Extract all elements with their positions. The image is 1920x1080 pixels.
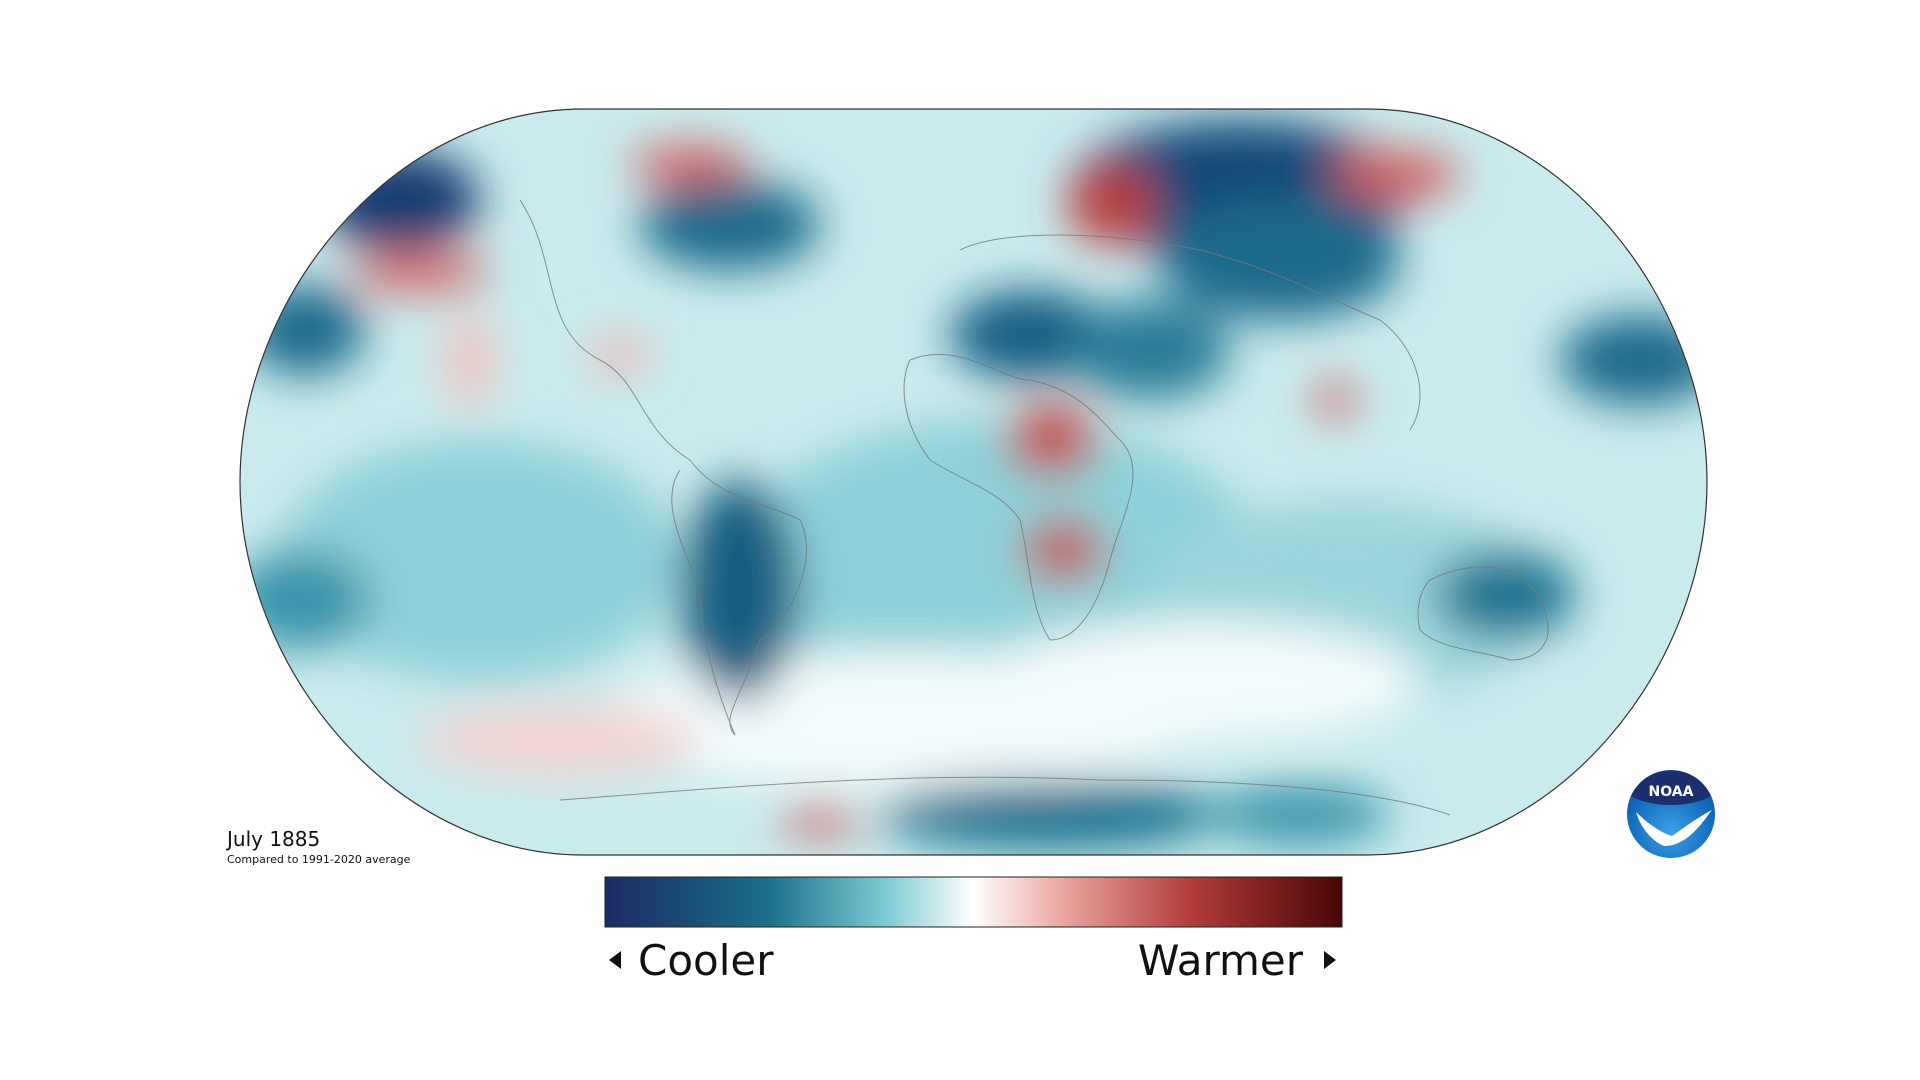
cooler-arrow (609, 951, 621, 969)
logo-text: NOAA (1649, 784, 1694, 800)
map-subtitle: Compared to 1991-2020 average (227, 853, 411, 866)
color-scale (604, 876, 1343, 928)
anomaly-map (240, 109, 1707, 855)
noaa-logo: NOAA (1627, 770, 1715, 858)
anomaly-field (240, 120, 1707, 850)
legend-low: Cooler (638, 936, 774, 985)
legend-high: Warmer (1138, 936, 1304, 985)
warmer-arrow (1324, 951, 1336, 969)
map-date: July 1885 (225, 827, 320, 851)
map-border (239, 108, 1708, 856)
coastlines (519, 199, 1549, 816)
